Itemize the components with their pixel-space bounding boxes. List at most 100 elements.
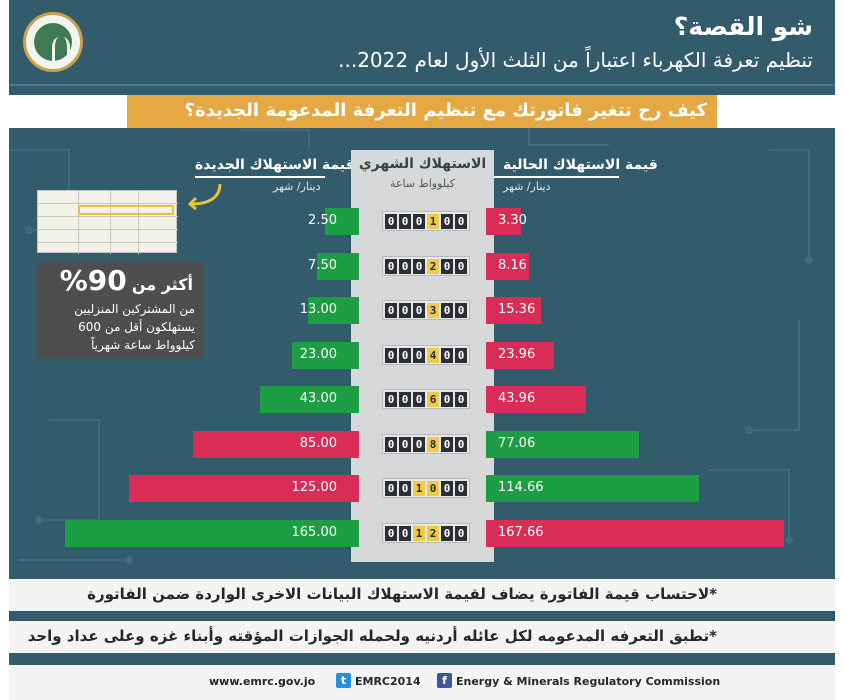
current-value-bar: 3.30 (486, 208, 527, 235)
current-value-label: قيمة الاستهلاك الحالية (503, 157, 658, 173)
meter-digit: 0 (399, 213, 411, 229)
meter-digit: 0 (399, 525, 411, 541)
page-title: شو القصة؟ (673, 12, 813, 41)
note-2-text: *تطبق التعرفه المدعومه لكل عائله أردنيه … (27, 627, 717, 645)
bill-thumbnail (37, 190, 178, 254)
meter-digit: 0 (413, 258, 425, 274)
new-value-label: 43.00 (299, 391, 337, 406)
current-value-bar: 8.16 (486, 253, 529, 280)
meter-digit: 0 (455, 302, 467, 318)
current-value-bar: 77.06 (486, 431, 639, 458)
new-value-label: 23.00 (299, 347, 337, 362)
current-value-unit: دينار/ شهر (503, 180, 551, 193)
new-value-label: 2.50 (308, 213, 337, 228)
meter-digit: 1 (413, 525, 425, 541)
arrow-icon (187, 183, 222, 210)
new-value-bar: 7.50 (308, 253, 359, 280)
meter-digit: 0 (385, 391, 397, 407)
info-line-2: يستهلكون أقل من 600 (78, 320, 195, 334)
meter-digit: 0 (385, 525, 397, 541)
new-value-label: 13.00 (299, 302, 337, 317)
meter-digit: 3 (427, 302, 439, 318)
note-2: *تطبق التعرفه المدعومه لكل عائله أردنيه … (9, 621, 835, 653)
emrc-logo (23, 12, 83, 72)
info-line-3: كيلوواط ساعة شهرياً (91, 338, 195, 352)
new-value-underline (195, 176, 325, 178)
meter-digit: 0 (441, 391, 453, 407)
current-value-label: 3.30 (498, 213, 527, 228)
meter-digit: 0 (455, 436, 467, 452)
meter-digit: 0 (441, 436, 453, 452)
note-1-text: *لاحتساب قيمة الفاتورة يضاف لقيمة الاسته… (87, 585, 717, 603)
current-value-bar: 15.36 (486, 297, 541, 324)
meter-digit: 0 (441, 347, 453, 363)
meter-digit: 2 (427, 525, 439, 541)
infographic-panel: شو القصة؟ تنظيم تعرفة الكهرباء اعتباراً … (9, 0, 835, 665)
meter-digit: 8 (427, 436, 439, 452)
twitter-handle[interactable]: EMRC2014 (355, 675, 421, 688)
meter-digit: 2 (427, 258, 439, 274)
new-value-bar: 43.00 (260, 386, 359, 413)
meter-digit: 0 (441, 213, 453, 229)
new-value-bar: 85.00 (193, 431, 359, 458)
new-value-bar: 125.00 (129, 475, 359, 502)
meter-digit: 0 (455, 213, 467, 229)
meter-digit: 0 (455, 480, 467, 496)
meter-digit: 0 (441, 480, 453, 496)
consumption-label: الاستهلاك الشهري (358, 156, 487, 172)
meter-digit: 0 (385, 347, 397, 363)
meter-digit: 0 (399, 258, 411, 274)
new-value-label: 7.50 (308, 258, 337, 273)
meter-digit: 0 (385, 480, 397, 496)
current-value-label: 8.16 (498, 258, 527, 273)
info-percent: 90% (59, 264, 127, 297)
question-text: كيف رح تتغير فاتورتك مع تنظيم التعرفة ال… (184, 100, 707, 121)
info-prefix: أكثر من (131, 275, 193, 294)
meter-digit: 0 (385, 213, 397, 229)
meter-digit: 0 (427, 480, 439, 496)
meter-digit: 0 (441, 525, 453, 541)
meter-digit: 0 (385, 436, 397, 452)
current-value-label: 43.96 (498, 391, 536, 406)
new-value-label: قيمة الاستهلاك الجديدة (195, 157, 355, 173)
facebook-page[interactable]: Energy & Minerals Regulatory Commission (456, 675, 721, 688)
note-1: *لاحتساب قيمة الفاتورة يضاف لقيمة الاسته… (9, 579, 835, 611)
meter-digit: 0 (385, 302, 397, 318)
meter-digit: 0 (441, 302, 453, 318)
meter-digit: 0 (399, 436, 411, 452)
header-divider (9, 84, 835, 86)
meter-digit: 0 (441, 258, 453, 274)
info-card: أكثر من 90% من المشتركين المنزليين يستهل… (37, 262, 203, 358)
new-value-label: 125.00 (291, 480, 338, 495)
meter-digit: 1 (427, 213, 439, 229)
current-value-label: 77.06 (498, 436, 536, 451)
question-banner: كيف رح تتغير فاتورتك مع تنظيم التعرفة ال… (9, 95, 835, 128)
current-value-bar: 114.66 (486, 475, 699, 502)
new-value-bar: 13.00 (300, 297, 359, 324)
meter-digit: 0 (413, 302, 425, 318)
new-value-unit: دينار/ شهر (273, 180, 321, 193)
meter-digit: 0 (413, 436, 425, 452)
current-value-label: 15.36 (498, 302, 536, 317)
current-value-bar: 43.96 (486, 386, 586, 413)
twitter-icon: t (336, 673, 351, 688)
meter-digit: 0 (399, 480, 411, 496)
info-line-1: من المشتركين المنزليين (74, 302, 195, 316)
meter-digit: 6 (427, 391, 439, 407)
meter-digit: 0 (399, 302, 411, 318)
new-value-bar: 23.00 (292, 342, 359, 369)
meter-digit: 0 (455, 525, 467, 541)
current-value-label: 114.66 (498, 480, 544, 495)
meter-digit: 0 (455, 391, 467, 407)
website-link[interactable]: www.emrc.gov.jo (209, 675, 316, 688)
current-value-underline (493, 176, 619, 178)
facebook-icon: f (437, 673, 452, 688)
